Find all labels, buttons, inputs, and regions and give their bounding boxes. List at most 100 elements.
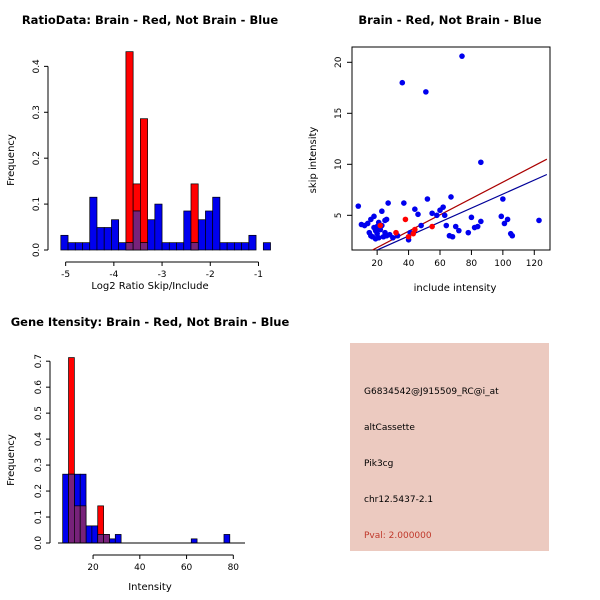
y-tick-label: 5 bbox=[334, 212, 344, 218]
histogram-bar-blue bbox=[197, 219, 206, 251]
scatter-point bbox=[371, 213, 377, 220]
x-tick-label: 40 bbox=[134, 563, 146, 573]
pval-text: Pval: 2.000000 bbox=[364, 531, 432, 541]
histogram-bar-overlap bbox=[74, 505, 81, 544]
panel-intensity-scatter: Brain - Red, Not Brain - Blue 5 10 15 20 20 4… bbox=[300, 0, 600, 300]
scatter-point bbox=[478, 159, 484, 166]
histogram-bar-blue bbox=[67, 242, 76, 251]
gene-histogram-title: Gene Itensity: Brain - Red, Not Brain - … bbox=[11, 315, 290, 329]
scatter-point bbox=[509, 232, 516, 239]
histogram-bar-blue bbox=[89, 196, 98, 251]
y-tick-label: 0.6 bbox=[34, 380, 44, 395]
histogram-bar-red bbox=[140, 118, 148, 244]
scatter-axes: 5 10 15 20 20 40 60 80 100 120 bbox=[334, 56, 543, 269]
y-tick-label: 20 bbox=[334, 56, 344, 68]
y-tick-label: 0.2 bbox=[32, 151, 42, 165]
scatter-point bbox=[429, 210, 435, 217]
scatter-point bbox=[364, 220, 371, 227]
histogram-bar-overlap bbox=[97, 534, 104, 544]
y-tick-label: 0.0 bbox=[34, 536, 44, 551]
scatter-point bbox=[478, 218, 484, 225]
y-tick-label: 0.3 bbox=[32, 105, 42, 119]
scatter-point bbox=[424, 196, 431, 202]
histogram-bar-blue bbox=[60, 234, 69, 251]
histogram-bar-blue bbox=[219, 242, 228, 251]
scatter-point bbox=[412, 226, 418, 233]
scatter-point bbox=[465, 229, 472, 236]
scatter-point bbox=[355, 203, 362, 209]
histogram-bar-blue bbox=[85, 525, 93, 544]
x-tick-label: 120 bbox=[526, 259, 543, 269]
scatter-title: Brain - Red, Not Brain - Blue bbox=[358, 13, 541, 27]
scatter-point bbox=[375, 234, 382, 241]
scatter-point bbox=[459, 53, 465, 59]
scatter-point bbox=[399, 79, 406, 86]
panel-gene-info: G6834542@J915509_RC@i_at altCassette Pik… bbox=[300, 300, 600, 600]
y-tick-label: 10 bbox=[334, 158, 344, 170]
panel-ratio-histogram: RatioData: Brain - Red, Not Brain - Blue… bbox=[0, 0, 300, 300]
scatter-point bbox=[383, 216, 390, 223]
histogram-bar-blue bbox=[103, 227, 112, 251]
gene-info-box: G6834542@J915509_RC@i_at altCassette Pik… bbox=[350, 343, 549, 551]
scatter-point bbox=[423, 89, 429, 95]
x-tick-label: 60 bbox=[434, 259, 446, 269]
histogram-bar-blue bbox=[118, 242, 127, 251]
histogram-bar-red bbox=[97, 505, 104, 535]
histogram-bar-blue bbox=[147, 219, 156, 251]
histogram-bar-blue bbox=[96, 227, 105, 251]
ratio-histogram-plot: RatioData: Brain - Red, Not Brain - Blue… bbox=[6, 13, 278, 292]
histogram-bar-blue bbox=[223, 534, 231, 544]
scatter-point bbox=[500, 196, 506, 202]
x-tick-label: 60 bbox=[181, 563, 193, 573]
histogram-bar-blue bbox=[226, 242, 235, 251]
histogram-bar-overlap bbox=[79, 505, 87, 544]
scatter-point bbox=[456, 227, 462, 234]
histogram-bar-blue bbox=[62, 473, 69, 544]
scatter-point bbox=[429, 223, 435, 230]
histogram-bar-overlap bbox=[190, 242, 199, 251]
histogram-bar-blue bbox=[248, 234, 257, 251]
y-tick-label: 0.1 bbox=[34, 510, 44, 524]
scatter-point bbox=[452, 223, 459, 230]
ratio-histogram-axes: 0.0 0.1 0.2 0.3 0.4 -5 -4 -3 -2 -1 bbox=[32, 59, 263, 280]
panel-gene-intensity-histogram: Gene Itensity: Brain - Red, Not Brain - … bbox=[0, 300, 300, 600]
histogram-bar-blue bbox=[205, 210, 214, 251]
scatter-point bbox=[393, 229, 399, 236]
scatter-point bbox=[434, 212, 440, 219]
intensity-scatter-plot: Brain - Red, Not Brain - Blue 5 10 15 20 20 4… bbox=[308, 13, 551, 294]
scatter-point bbox=[405, 233, 412, 240]
scatter-frame bbox=[351, 46, 551, 251]
scatter-point bbox=[498, 213, 505, 220]
histogram-bar-blue bbox=[91, 525, 99, 544]
histogram-bar-red bbox=[132, 183, 141, 212]
histogram-bar-blue bbox=[154, 203, 163, 251]
scatter-plot-frame bbox=[351, 46, 551, 251]
histogram-bar-overlap bbox=[140, 242, 148, 251]
histogram-bar-red bbox=[125, 51, 134, 244]
x-tick-label: 100 bbox=[494, 259, 511, 269]
y-tick-label: 0.4 bbox=[32, 59, 42, 74]
scatter-point bbox=[501, 220, 508, 227]
regression-line bbox=[376, 173, 548, 251]
histogram-bar-blue bbox=[183, 210, 192, 251]
histogram-bar-blue bbox=[114, 534, 122, 544]
gene-histogram-plot: Gene Itensity: Brain - Red, Not Brain - … bbox=[6, 315, 290, 593]
histogram-bar-blue bbox=[234, 242, 242, 251]
gene-histogram-bars bbox=[58, 357, 245, 544]
scatter-xlabel: include intensity bbox=[414, 283, 497, 294]
histogram-bar-overlap bbox=[103, 534, 110, 544]
x-tick-label: -1 bbox=[254, 270, 263, 280]
scatter-point bbox=[474, 223, 481, 230]
scatter-point bbox=[440, 204, 446, 210]
scatter-point bbox=[536, 217, 542, 224]
y-tick-label: 0.2 bbox=[34, 484, 44, 498]
scatter-point bbox=[443, 222, 450, 229]
y-tick-label: 0.0 bbox=[32, 243, 42, 258]
x-tick-label: 20 bbox=[371, 259, 383, 269]
ratio-histogram-ylabel: Frequency bbox=[6, 134, 17, 186]
x-tick-label: -3 bbox=[158, 270, 167, 280]
scatter-point bbox=[379, 208, 385, 215]
histogram-bar-red bbox=[68, 357, 75, 475]
probe-id-text: G6834542@J915509_RC@i_at bbox=[364, 387, 499, 397]
